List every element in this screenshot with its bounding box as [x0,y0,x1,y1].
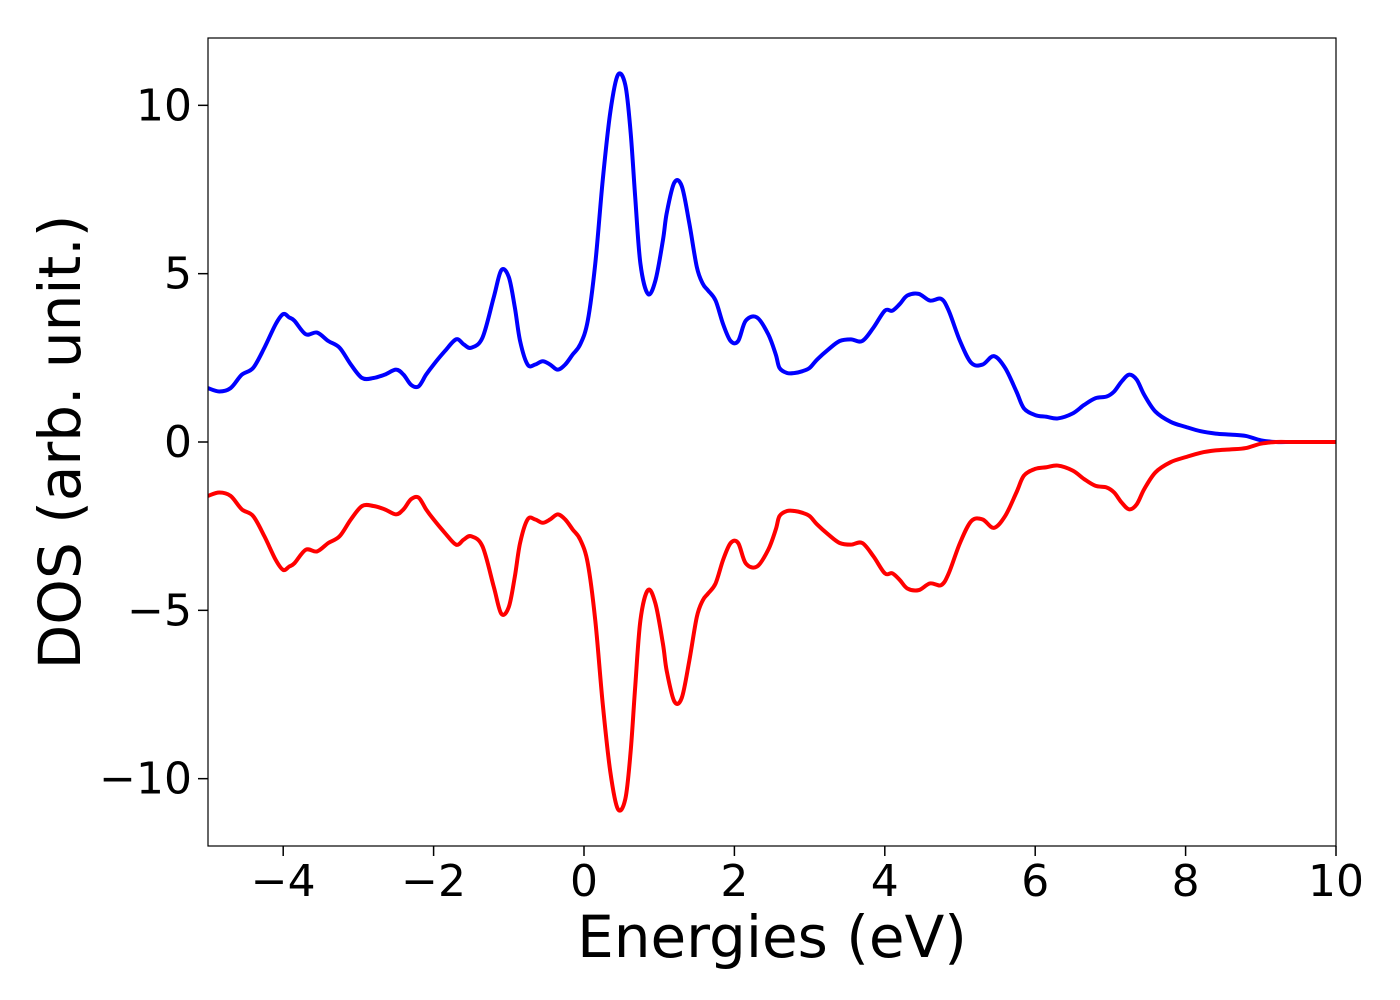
y-tick-label: −10 [99,754,192,805]
x-tick-label: 0 [570,856,598,907]
y-tick-label: 10 [136,80,192,131]
x-tick-label: 2 [720,856,748,907]
x-tick-label: −2 [401,856,466,907]
series-layer [208,71,1336,813]
y-axis-label: DOS (arb. unit.) [26,215,94,670]
y-tick-label: −5 [127,585,192,636]
x-tick-label: 4 [871,856,899,907]
series-line-spin-up [208,71,1336,445]
x-tick-label: 10 [1308,856,1364,907]
x-axis-label: Energies (eV) [577,903,967,971]
y-tick-label: 5 [164,249,192,300]
ticks-layer: −4 −2 0 2 4 6 8 10 −10 −5 0 5 10 [99,80,1364,907]
x-tick-label: 6 [1021,856,1049,907]
x-tick-label: −4 [251,856,316,907]
x-tick-label: 8 [1172,856,1200,907]
series-line-spin-down [208,439,1336,813]
y-tick-label: 0 [164,417,192,468]
plot-frame [207,37,1337,847]
